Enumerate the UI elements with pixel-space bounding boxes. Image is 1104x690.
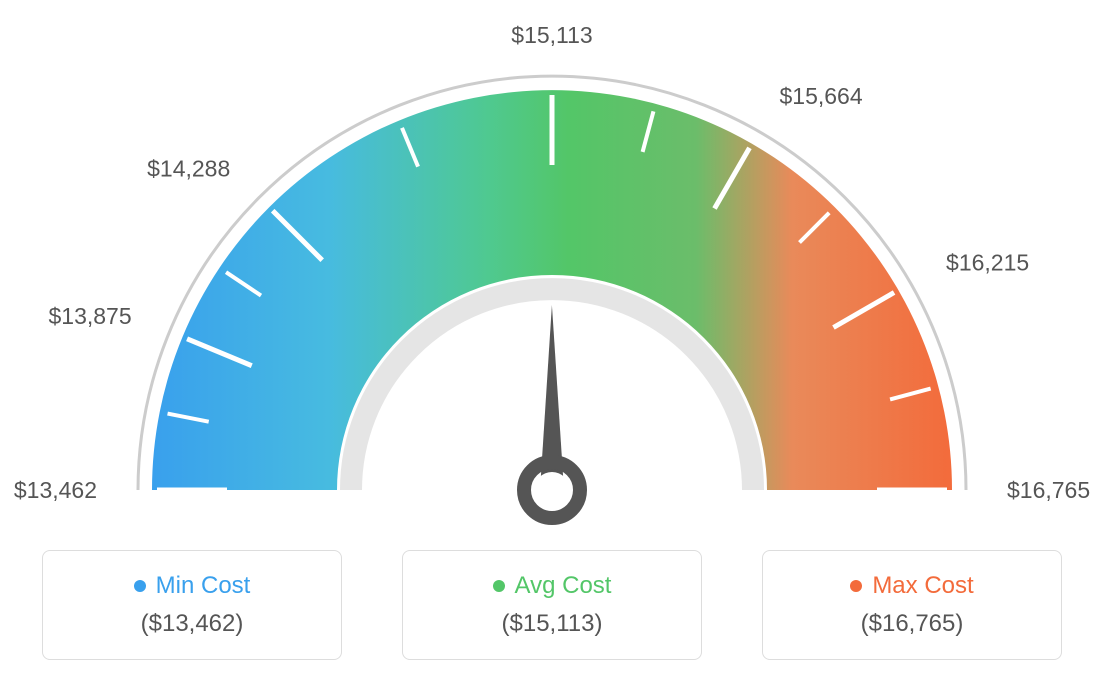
legend-value-avg: ($15,113) (502, 610, 603, 638)
legend-value-min: ($13,462) (141, 610, 244, 638)
legend-dot-max (850, 580, 862, 592)
gauge-tick-label: $13,462 (14, 477, 97, 503)
gauge-chart: $13,462 $13,875 $14,288 $15,113 $15,664 $16,2… (0, 0, 1104, 540)
legend-row: Min Cost ($13,462) Avg Cost ($15,113) Ma… (0, 540, 1104, 660)
legend-dot-avg (493, 580, 505, 592)
gauge-tick-label: $14,288 (147, 155, 230, 181)
legend-title-avg: Avg Cost (515, 572, 612, 600)
legend-dot-min (134, 580, 146, 592)
gauge-svg: $13,462 $13,875 $14,288 $15,113 $15,664 $16,2… (0, 0, 1104, 540)
legend-card-max: Max Cost ($16,765) (762, 550, 1062, 660)
legend-card-min: Min Cost ($13,462) (42, 550, 342, 660)
gauge-tick-label: $13,875 (48, 303, 131, 329)
gauge-tick-label: $15,664 (780, 83, 863, 109)
gauge-tick-label: $16,765 (1007, 477, 1090, 503)
legend-title-min: Min Cost (156, 572, 251, 600)
legend-title-row: Avg Cost (493, 572, 612, 600)
legend-value-max: ($16,765) (861, 610, 964, 638)
gauge-tick-label: $15,113 (511, 22, 592, 48)
gauge-tick-label: $16,215 (946, 250, 1029, 276)
legend-card-avg: Avg Cost ($15,113) (402, 550, 702, 660)
legend-title-row: Min Cost (134, 572, 251, 600)
legend-title-row: Max Cost (850, 572, 973, 600)
legend-title-max: Max Cost (872, 572, 973, 600)
